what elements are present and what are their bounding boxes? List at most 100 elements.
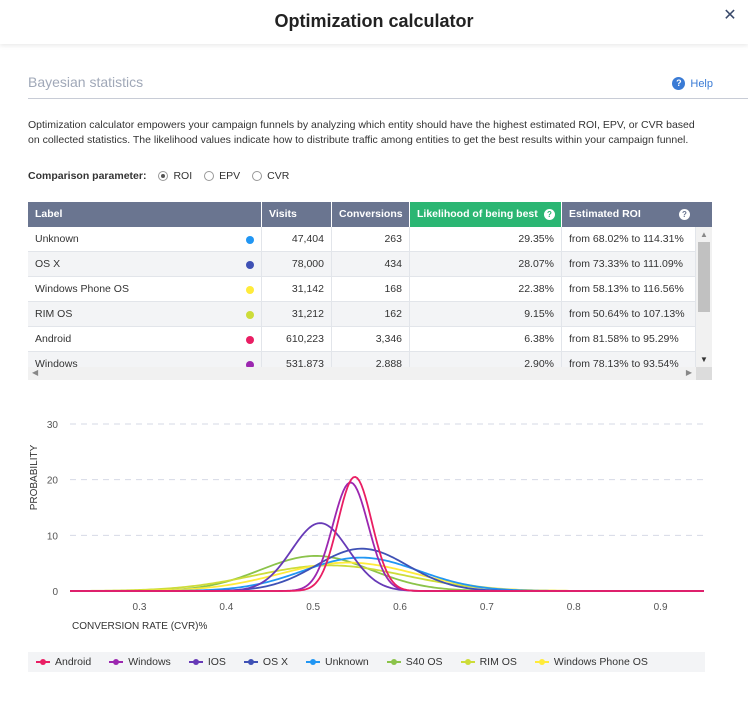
cell-visits-text: 610,223: [286, 333, 324, 345]
cell-visits-text: 31,212: [291, 308, 324, 320]
legend-marker: [460, 657, 475, 667]
chart-legend: Android Windows IOS OS X Unknown S40 OS RIM OS…: [28, 652, 705, 672]
cell-label: RIM OS: [28, 302, 262, 326]
cell-visits-text: 531,873: [286, 358, 324, 367]
legend-item[interactable]: IOS: [188, 656, 226, 668]
scrollbar-thumb[interactable]: [698, 242, 710, 312]
radio-cvr[interactable]: CVR: [252, 170, 289, 182]
cell-estimated-roi: from 81.58% to 95.29%: [562, 327, 696, 351]
y-tick-label: 0: [52, 587, 58, 598]
legend-marker: [386, 657, 401, 667]
cell-estimated-roi-text: from 78.13% to 93.54%: [569, 358, 679, 367]
cell-likelihood-text: 9.15%: [524, 308, 554, 320]
cell-conversions-text: 2,888: [375, 358, 402, 367]
cell-estimated-roi: from 68.02% to 114.31%: [562, 227, 696, 251]
radio-epv-button[interactable]: [204, 171, 215, 181]
help-icon[interactable]: ?: [679, 209, 690, 220]
scroll-down-icon[interactable]: ▼: [700, 355, 708, 364]
scrollbar-corner: [696, 367, 712, 380]
radio-epv-label: EPV: [219, 170, 241, 182]
modal-title: Optimization calculator: [274, 11, 474, 31]
y-tick-label: 30: [47, 420, 59, 431]
x-axis-label: CONVERSION RATE (CVR)%: [72, 621, 207, 632]
cell-conversions-text: 263: [384, 233, 402, 245]
column-header-likelihood[interactable]: Likelihood of being best ?: [410, 202, 562, 227]
cell-estimated-roi-text: from 68.02% to 114.31%: [569, 233, 684, 245]
x-tick-label: 0.6: [393, 602, 407, 613]
legend-item[interactable]: RIM OS: [460, 656, 517, 668]
legend-item[interactable]: Unknown: [306, 656, 369, 668]
color-dot: [246, 310, 254, 319]
cell-visits: 78,000: [262, 252, 332, 276]
table-row[interactable]: Windows 531,873 2,888 2.90% from 78.13% to 9…: [28, 352, 712, 367]
help-icon: ?: [672, 77, 686, 90]
cell-likelihood-text: 29.35%: [518, 233, 554, 245]
cell-conversions: 162: [332, 302, 410, 326]
close-icon[interactable]: ✕: [723, 7, 737, 24]
legend-item[interactable]: Windows Phone OS: [534, 656, 648, 668]
cell-label-text: OS X: [35, 258, 61, 270]
cell-label: Windows Phone OS: [28, 277, 262, 301]
cell-conversions: 168: [332, 277, 410, 301]
help-icon[interactable]: ?: [544, 209, 555, 220]
legend-marker: [306, 657, 320, 667]
cell-visits-text: 47,404: [291, 233, 324, 245]
cell-estimated-roi-text: from 73.33% to 111.09%: [569, 258, 684, 270]
table-row[interactable]: Android 610,223 3,346 6.38% from 81.58% to 9…: [28, 327, 712, 352]
x-tick-label: 0.4: [219, 602, 233, 613]
color-dot: [246, 285, 254, 294]
scroll-left-icon[interactable]: ◀: [32, 368, 39, 377]
legend-item[interactable]: OS X: [243, 656, 288, 668]
legend-item[interactable]: Windows: [109, 656, 171, 668]
column-header-estimated-roi[interactable]: Estimated ROI ?: [562, 202, 696, 227]
cell-likelihood: 29.35%: [410, 227, 562, 251]
cell-estimated-roi-text: from 81.58% to 95.29%: [569, 333, 679, 345]
table-body: Unknown 47,404 263 29.35% from 68.02% to 114…: [28, 227, 712, 367]
cell-label: OS X: [28, 252, 262, 276]
legend-marker: [243, 657, 258, 667]
vertical-scrollbar[interactable]: ▲ ▼: [696, 227, 712, 367]
cell-visits: 31,212: [262, 302, 332, 326]
description-text: Optimization calculator empowers your ca…: [28, 119, 695, 146]
radio-roi-label: ROI: [173, 170, 193, 182]
table-row[interactable]: RIM OS 31,212 162 9.15% from 50.64% to 107.1…: [28, 302, 712, 327]
column-header-label[interactable]: Label: [28, 202, 262, 227]
section-divider: [28, 98, 748, 99]
legend-label: RIM OS: [479, 656, 517, 668]
x-tick-label: 0.3: [133, 602, 147, 613]
scroll-up-icon[interactable]: ▲: [700, 230, 708, 239]
horizontal-scrollbar[interactable]: ◀ ▶: [28, 367, 696, 380]
scroll-right-icon[interactable]: ▶: [685, 368, 692, 377]
legend-marker: [36, 657, 50, 667]
legend-item[interactable]: Android: [36, 656, 91, 668]
column-header-conversions[interactable]: Conversions: [332, 202, 410, 227]
table-header: Label Visits Conversions Likelihood of b…: [28, 202, 712, 227]
legend-marker: [188, 657, 203, 667]
table-row[interactable]: OS X 78,000 434 28.07% from 73.33% to 111.09…: [28, 252, 712, 277]
radio-epv[interactable]: EPV: [204, 170, 240, 182]
legend-label: Windows: [128, 656, 171, 668]
cell-label-text: Unknown: [35, 233, 79, 245]
radio-cvr-button[interactable]: [252, 171, 263, 181]
cell-estimated-roi: from 50.64% to 107.13%: [562, 302, 696, 326]
statistics-table: Label Visits Conversions Likelihood of b…: [28, 202, 712, 380]
cell-conversions-text: 162: [384, 308, 402, 320]
legend-marker: [109, 657, 124, 667]
legend-item[interactable]: S40 OS: [386, 656, 443, 668]
cell-visits: 610,223: [262, 327, 332, 351]
x-tick-label: 0.9: [654, 602, 668, 613]
cell-estimated-roi: from 58.13% to 116.56%: [562, 277, 696, 301]
column-header-visits[interactable]: Visits: [262, 202, 332, 227]
cell-estimated-roi: from 78.13% to 93.54%: [562, 352, 696, 367]
series-line-ios: [70, 522, 704, 592]
cell-visits-text: 31,142: [291, 283, 324, 295]
cell-conversions-text: 3,346: [375, 333, 402, 345]
table-row[interactable]: Windows Phone OS 31,142 168 22.38% from 58.1…: [28, 277, 712, 302]
cell-conversions: 434: [332, 252, 410, 276]
radio-roi[interactable]: ROI: [158, 170, 192, 182]
cell-estimated-roi: from 73.33% to 111.09%: [562, 252, 696, 276]
cell-label: Windows: [28, 352, 262, 367]
table-row[interactable]: Unknown 47,404 263 29.35% from 68.02% to 114…: [28, 227, 712, 252]
help-link[interactable]: ? Help: [672, 77, 713, 90]
radio-roi-button[interactable]: [158, 171, 169, 181]
